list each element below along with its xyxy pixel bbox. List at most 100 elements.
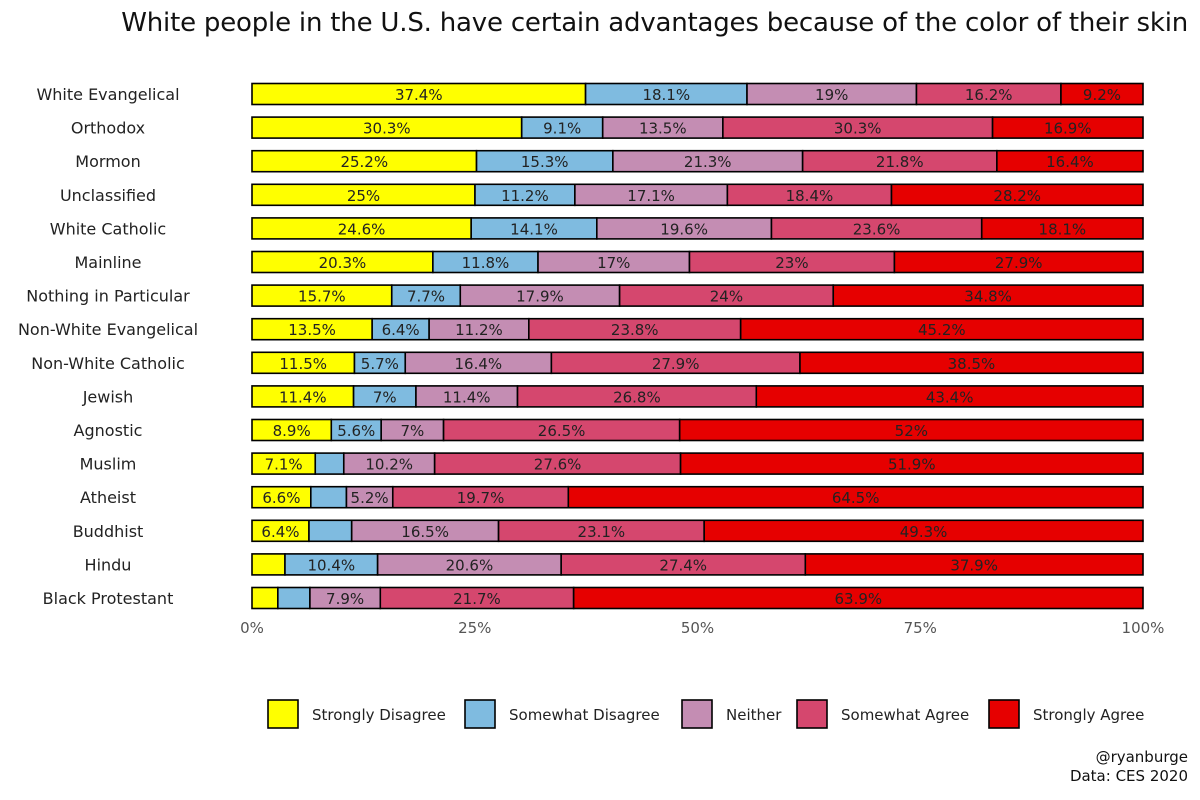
- data-label-white-catholic-strongly-agree: 18.1%: [1039, 220, 1087, 238]
- category-label-non-white-evangelical: Non-White Evangelical: [18, 320, 198, 339]
- legend-swatch-neither: [681, 699, 713, 729]
- bar-mainline-strongly-agree: [893, 250, 1144, 274]
- data-label-atheist-somewhat-agree: 19.7%: [457, 489, 505, 507]
- bar-non-white-evangelical-strongly-agree: [739, 317, 1144, 341]
- data-label-muslim-strongly-disagree: 7.1%: [265, 456, 303, 474]
- data-label-white-evangelical-somewhat-disagree: 18.1%: [642, 86, 690, 104]
- bar-orthodox-strongly-agree: [991, 116, 1144, 139]
- data-label-mainline-somewhat-agree: 23%: [775, 254, 808, 272]
- category-label-mainline: Mainline: [74, 253, 141, 272]
- bar-hindu-strongly-agree: [804, 553, 1144, 576]
- bar-muslim-somewhat-disagree: [314, 452, 345, 475]
- data-label-mainline-strongly-agree: 27.9%: [995, 254, 1043, 272]
- bar-nothing-in-particular-strongly-agree: [832, 284, 1144, 307]
- bar-atheist-somewhat-disagree: [310, 485, 348, 509]
- data-label-buddhist-strongly-disagree: 6.4%: [261, 523, 299, 541]
- data-label-atheist-neither: 5.2%: [351, 489, 389, 507]
- data-label-nothing-in-particular-strongly-agree: 34.8%: [964, 288, 1012, 306]
- data-label-agnostic-somewhat-disagree: 5.6%: [337, 422, 375, 440]
- bar-jewish-strongly-agree: [755, 385, 1144, 408]
- data-label-mormon-strongly-disagree: 25.2%: [340, 153, 388, 171]
- data-label-mormon-somewhat-agree: 21.8%: [876, 153, 924, 171]
- data-label-non-white-evangelical-somewhat-agree: 23.8%: [611, 321, 659, 339]
- data-source: Data: CES 2020: [1069, 767, 1188, 785]
- data-label-unclassified-neither: 17.1%: [627, 187, 675, 205]
- data-label-mormon-somewhat-disagree: 15.3%: [521, 153, 569, 171]
- data-label-mainline-strongly-disagree: 20.3%: [319, 254, 367, 272]
- legend: Strongly Disagree Somewhat Disagree Neithe…: [267, 699, 1144, 729]
- data-label-white-evangelical-strongly-disagree: 37.4%: [395, 86, 443, 104]
- data-label-hindu-somewhat-disagree: 10.4%: [307, 556, 355, 574]
- data-label-agnostic-somewhat-agree: 26.5%: [538, 422, 586, 440]
- x-tick-label: 100%: [1122, 619, 1165, 637]
- bar-white-catholic-strongly-agree: [980, 217, 1144, 240]
- data-label-non-white-evangelical-strongly-agree: 45.2%: [918, 321, 966, 339]
- data-label-agnostic-strongly-disagree: 8.9%: [273, 422, 311, 440]
- x-axis-ticks: 0% 25% 50% 75% 100%: [240, 619, 1164, 637]
- data-label-atheist-strongly-agree: 64.5%: [832, 489, 880, 507]
- bar-muslim-strongly-agree: [679, 452, 1144, 475]
- data-label-orthodox-somewhat-agree: 30.3%: [834, 120, 882, 138]
- data-label-black-protestant-somewhat-agree: 21.7%: [453, 590, 501, 608]
- data-label-unclassified-strongly-disagree: 25%: [347, 187, 380, 205]
- bar-buddhist-somewhat-disagree: [308, 519, 353, 543]
- data-label-white-catholic-somewhat-agree: 23.6%: [853, 220, 901, 238]
- data-label-mormon-neither: 21.3%: [684, 153, 732, 171]
- legend-swatch-somewhat-disagree: [464, 699, 496, 729]
- bar-unclassified-strongly-agree: [890, 183, 1144, 207]
- data-label-orthodox-strongly-disagree: 30.3%: [363, 120, 411, 138]
- bar-black-protestant-somewhat-disagree: [277, 586, 311, 610]
- chart-title: White people in the U.S. have certain ad…: [121, 8, 1188, 38]
- data-label-non-white-catholic-somewhat-agree: 27.9%: [652, 355, 700, 373]
- x-tick-label: 75%: [904, 619, 937, 637]
- data-label-jewish-neither: 11.4%: [443, 388, 491, 406]
- category-label-white-evangelical: White Evangelical: [36, 85, 179, 104]
- data-label-non-white-catholic-somewhat-disagree: 5.7%: [361, 355, 399, 373]
- data-label-non-white-catholic-strongly-agree: 38.5%: [948, 355, 996, 373]
- category-label-nothing-in-particular: Nothing in Particular: [26, 287, 190, 306]
- data-label-muslim-somewhat-agree: 27.6%: [534, 456, 582, 474]
- legend-label-somewhat-disagree: Somewhat Disagree: [509, 706, 660, 724]
- legend-swatch-strongly-agree: [988, 699, 1020, 729]
- data-label-muslim-strongly-agree: 51.9%: [888, 456, 936, 474]
- data-label-buddhist-somewhat-agree: 23.1%: [578, 523, 626, 541]
- data-label-non-white-evangelical-somewhat-disagree: 6.4%: [382, 321, 420, 339]
- bar-agnostic-strongly-agree: [678, 418, 1144, 442]
- bar-non-white-catholic-strongly-agree: [799, 351, 1144, 375]
- bar-atheist-strongly-agree: [567, 485, 1144, 509]
- data-label-hindu-somewhat-agree: 27.4%: [659, 556, 707, 574]
- data-label-agnostic-neither: 7%: [400, 422, 424, 440]
- category-label-muslim: Muslim: [80, 455, 137, 474]
- data-label-unclassified-somewhat-disagree: 11.2%: [501, 187, 549, 205]
- data-label-orthodox-strongly-agree: 16.9%: [1044, 120, 1092, 138]
- bar-mormon-strongly-agree: [996, 149, 1144, 173]
- category-label-unclassified: Unclassified: [60, 186, 156, 205]
- data-label-unclassified-strongly-agree: 28.2%: [993, 187, 1041, 205]
- credit: @ryanburge Data: CES 2020: [1070, 748, 1188, 786]
- data-label-non-white-catholic-strongly-disagree: 11.5%: [279, 355, 327, 373]
- data-label-mainline-somewhat-disagree: 11.8%: [462, 254, 510, 272]
- bar-buddhist-strongly-agree: [703, 519, 1144, 543]
- bar-white-evangelical-strongly-agree: [1060, 82, 1144, 106]
- data-label-buddhist-neither: 16.5%: [401, 523, 449, 541]
- data-label-hindu-strongly-agree: 37.9%: [950, 556, 998, 574]
- data-label-jewish-somewhat-disagree: 7%: [373, 388, 397, 406]
- data-label-black-protestant-strongly-agree: 63.9%: [834, 590, 882, 608]
- x-tick-label: 25%: [458, 619, 491, 637]
- bars: 37.4% 18.1% 19% 16.2% 9.2% 30.3% 9.1% 13.5% 30.3…: [251, 82, 1144, 610]
- data-label-white-evangelical-somewhat-agree: 16.2%: [965, 86, 1013, 104]
- data-label-orthodox-neither: 13.5%: [639, 120, 687, 138]
- author-handle: @ryanburge: [1095, 748, 1188, 766]
- category-label-atheist: Atheist: [80, 488, 136, 507]
- data-label-nothing-in-particular-somewhat-disagree: 7.7%: [407, 288, 445, 306]
- data-label-orthodox-somewhat-disagree: 9.1%: [543, 120, 581, 138]
- x-tick-label: 0%: [240, 619, 264, 637]
- data-label-jewish-strongly-agree: 43.4%: [926, 388, 974, 406]
- data-label-unclassified-somewhat-agree: 18.4%: [786, 187, 834, 205]
- category-label-hindu: Hindu: [85, 555, 132, 574]
- data-label-hindu-neither: 20.6%: [446, 556, 494, 574]
- data-label-agnostic-strongly-agree: 52%: [895, 422, 928, 440]
- category-label-jewish: Jewish: [82, 387, 134, 406]
- category-label-agnostic: Agnostic: [74, 421, 143, 440]
